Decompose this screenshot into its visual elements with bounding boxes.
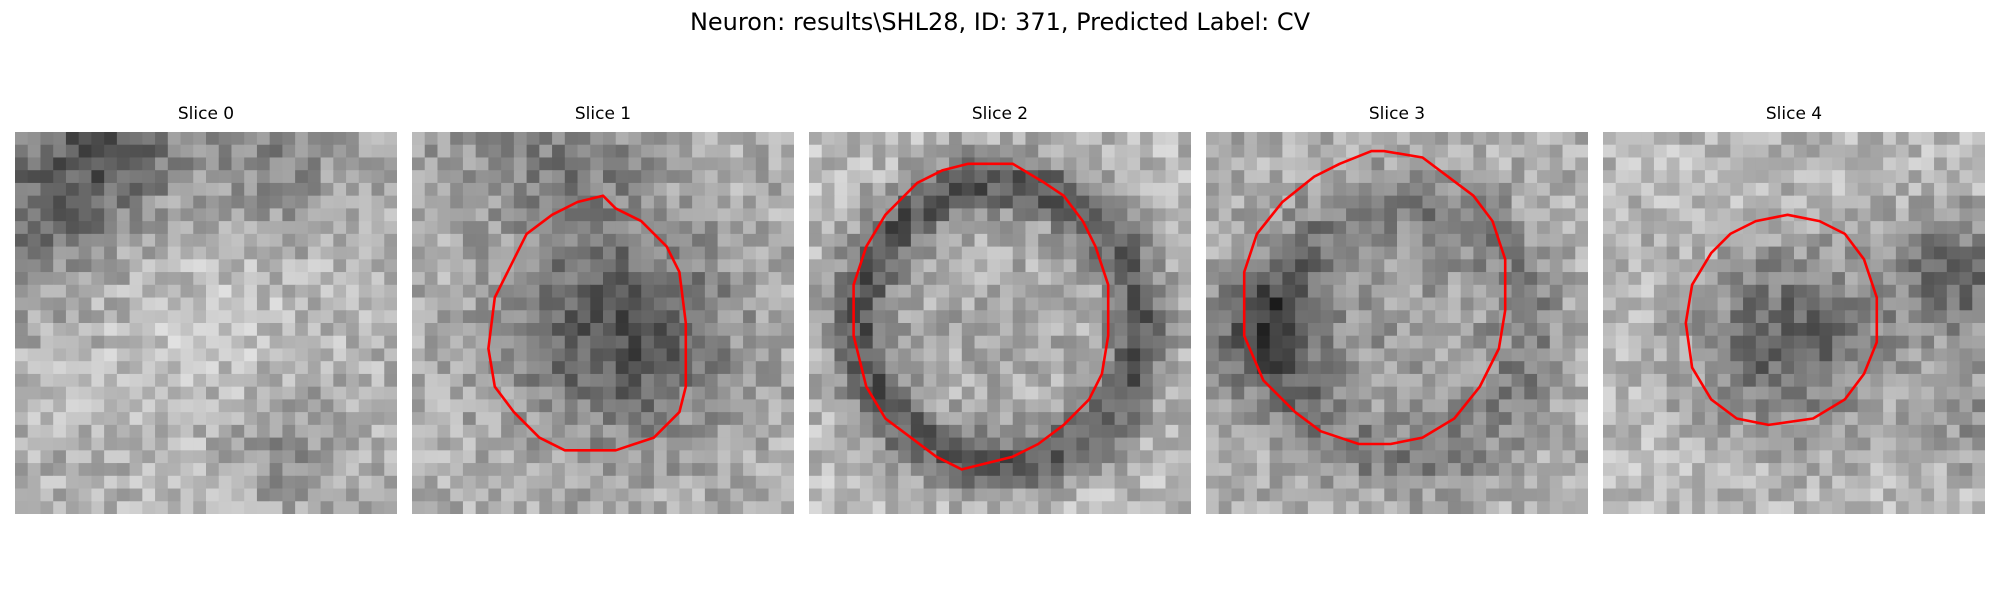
slice-title: Slice 1	[574, 104, 632, 124]
slice-title: Slice 2	[971, 104, 1029, 124]
slice-panel-2: Slice 2	[809, 104, 1191, 520]
roi-contour	[487, 194, 688, 452]
slice-image	[1603, 132, 1985, 514]
slice-panel-3: Slice 3	[1206, 104, 1588, 520]
slice-title: Slice 4	[1765, 104, 1823, 124]
roi-contour	[1242, 149, 1507, 446]
slice-image	[1206, 132, 1588, 514]
roi-contour	[1684, 213, 1879, 427]
slice-panel-1: Slice 1	[412, 104, 794, 520]
roi-contour	[852, 162, 1110, 471]
slice-title: Slice 3	[1368, 104, 1426, 124]
slice-panel-4: Slice 4	[1603, 104, 1985, 520]
figure-title: Neuron: results\SHL28, ID: 371, Predicte…	[689, 8, 1311, 36]
slice-title: Slice 0	[177, 104, 235, 124]
slice-image	[809, 132, 1191, 514]
slice-panel-0: Slice 0	[15, 104, 397, 520]
slice-image	[15, 132, 397, 514]
slice-image	[412, 132, 794, 514]
